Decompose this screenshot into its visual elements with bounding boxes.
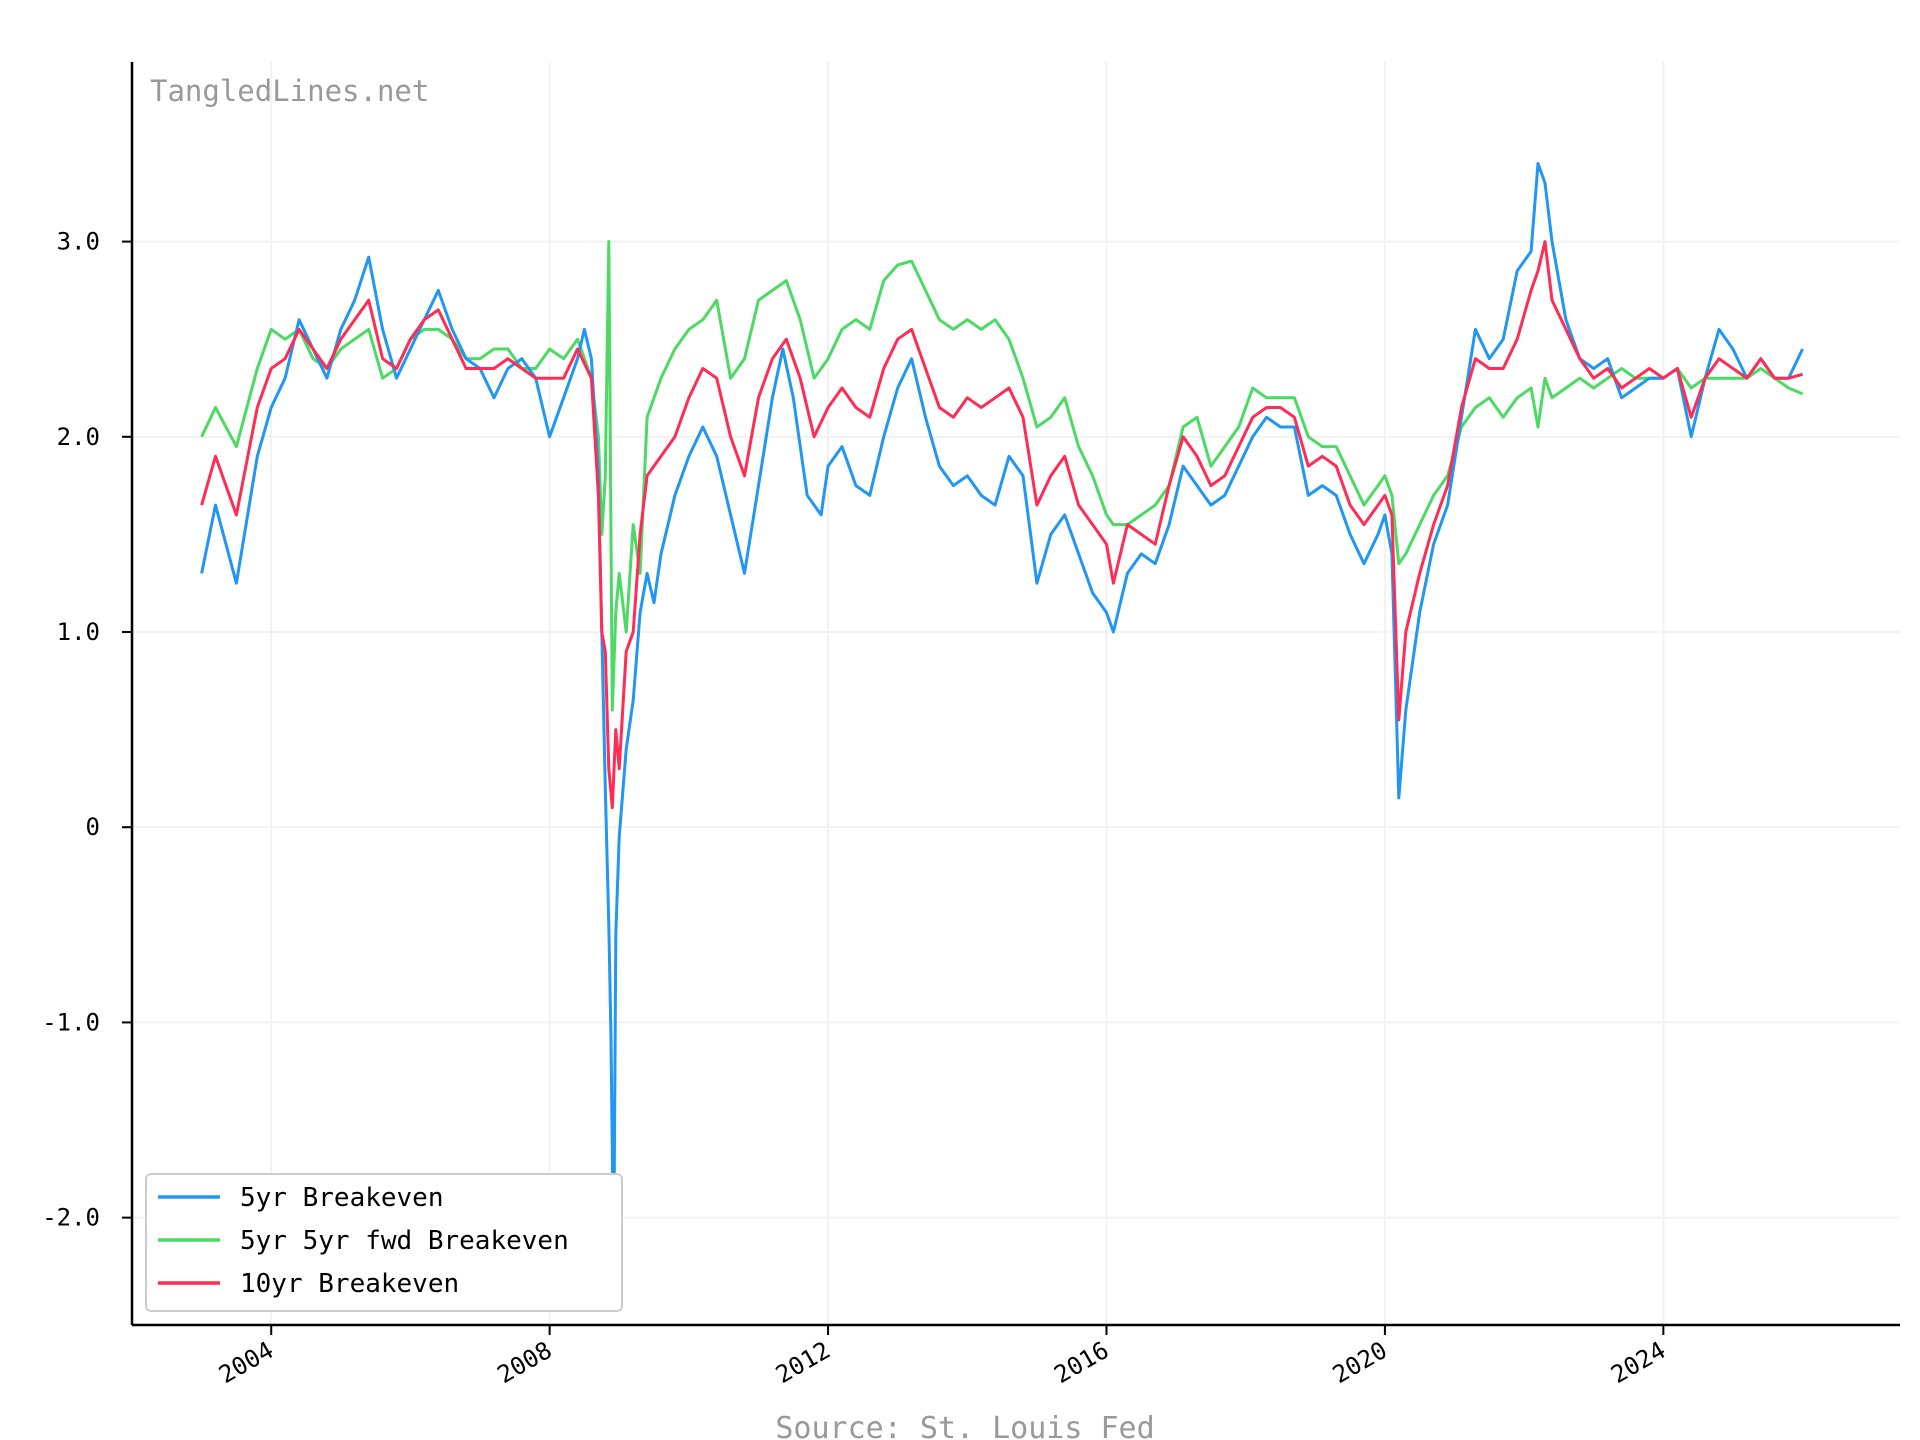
y-tick-label: 3.0	[57, 228, 100, 256]
legend-label-5yr: 5yr Breakeven	[240, 1183, 444, 1213]
y-tick-label: -1.0	[42, 1008, 100, 1036]
x-tick-label: 2004	[214, 1336, 278, 1389]
x-tick-label: 2012	[771, 1336, 835, 1389]
legend: 5yr Breakeven 5yr 5yr fwd Breakeven 10yr…	[145, 1173, 623, 1312]
x-tick-label: 2020	[1328, 1336, 1392, 1389]
x-tick-label: 2008	[493, 1336, 557, 1389]
series-line-5y5y-fwd-breakeven	[200, 240, 1804, 712]
y-tick-label: 0	[86, 813, 100, 841]
source-note: Source: St. Louis Fed	[775, 1411, 1154, 1440]
y-tick-label: 1.0	[57, 618, 100, 646]
watermark: TangledLines.net	[150, 74, 429, 108]
legend-label-5y5y: 5yr 5yr fwd Breakeven	[240, 1226, 569, 1256]
y-tick-label: 2.0	[57, 423, 100, 451]
x-tick-label: 2016	[1049, 1336, 1113, 1389]
y-tick-label: -2.0	[42, 1204, 100, 1232]
legend-box	[145, 1173, 623, 1312]
series-lines	[200, 162, 1804, 1268]
grid-lines	[132, 62, 1900, 1325]
series-line-10yr-breakeven	[200, 240, 1804, 810]
legend-label-10yr: 10yr Breakeven	[240, 1269, 459, 1299]
axes	[130, 62, 1900, 1327]
series-line-5yr-breakeven	[200, 162, 1804, 1268]
x-tick-label: 2024	[1606, 1336, 1670, 1389]
